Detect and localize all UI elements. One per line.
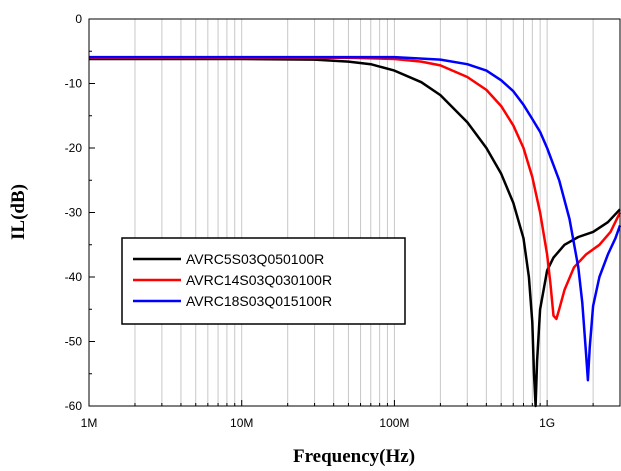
series-line <box>89 56 621 321</box>
x-tick-labels: 1M 10M 100M 1G <box>81 416 555 430</box>
legend-label: AVRC5S03Q050100R <box>186 251 324 267</box>
plot-background <box>89 19 620 406</box>
x-tick-label: 1M <box>81 416 98 430</box>
y-tick-label: -50 <box>65 335 83 349</box>
legend-label: AVRC14S03Q030100R <box>186 272 332 288</box>
y-tick-label: -40 <box>65 270 83 284</box>
y-tick-label: -20 <box>65 141 83 155</box>
legend-label: AVRC18S03Q015100R <box>186 293 332 309</box>
y-tick-label: 0 <box>75 12 82 26</box>
y-tick-labels: 0 -10 -20 -30 -40 -50 -60 <box>65 12 83 413</box>
axis-ticks <box>88 18 621 407</box>
series-curves <box>89 55 621 408</box>
x-tick-label: 1G <box>539 416 555 430</box>
series-line <box>89 57 621 408</box>
vertical-grid <box>134 19 594 406</box>
y-axis-title: IL(dB) <box>8 184 29 240</box>
x-tick-label: 100M <box>379 416 409 430</box>
x-tick-label: 10M <box>230 416 253 430</box>
series-line <box>89 55 621 382</box>
y-tick-label: -60 <box>65 399 83 413</box>
y-tick-label: -10 <box>65 77 83 91</box>
y-tick-label: -30 <box>65 206 83 220</box>
x-axis-title: Frequency(Hz) <box>293 446 415 467</box>
legend: AVRC5S03Q050100R AVRC14S03Q030100R AVRC18S… <box>121 237 406 325</box>
